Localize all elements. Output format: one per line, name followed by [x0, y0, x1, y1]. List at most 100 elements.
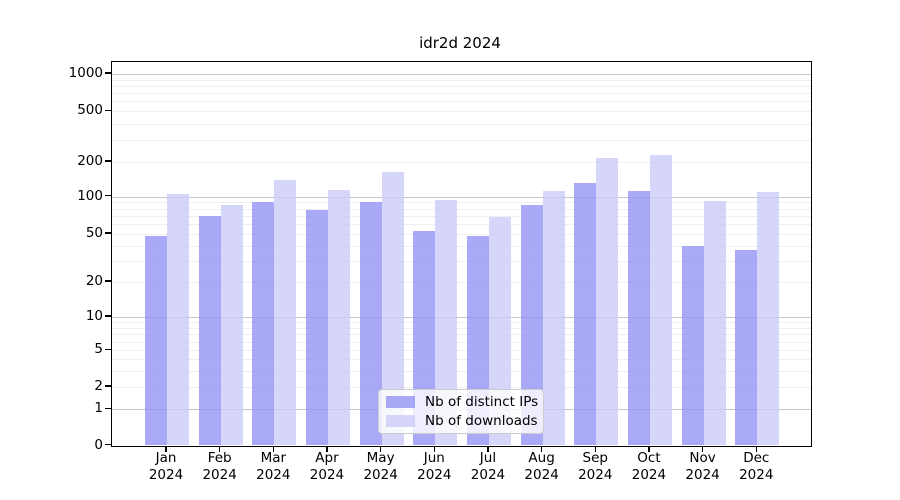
y-tick-label: 20 — [85, 272, 103, 289]
y-tick-mark — [104, 160, 111, 162]
bar-downloads — [274, 179, 297, 446]
x-tick-label: Aug 2024 — [524, 450, 559, 483]
x-tick-mark — [326, 446, 328, 452]
legend-swatch-downloads-icon — [386, 415, 415, 427]
x-tick-label: Oct 2024 — [631, 450, 667, 483]
bar-distinct-ips — [359, 202, 382, 446]
y-tick-mark — [104, 72, 111, 74]
y-tick-mark — [104, 109, 111, 111]
x-tick-mark — [165, 446, 167, 452]
y-tick-mark — [104, 232, 111, 234]
y-tick-label: 2 — [94, 378, 103, 395]
bar-distinct-ips — [735, 249, 758, 446]
x-tick-label: Feb 2024 — [202, 450, 237, 483]
bar-distinct-ips — [305, 209, 328, 446]
x-tick-label: Jun 2024 — [417, 450, 452, 483]
legend-entry-downloads: Nb of downloads — [386, 413, 543, 429]
bar-downloads — [757, 191, 780, 446]
legend-label-downloads: Nb of downloads — [425, 413, 538, 429]
y-tick-label: 10 — [85, 308, 103, 324]
y-tick-label: 1000 — [68, 65, 103, 82]
bar-distinct-ips — [681, 245, 704, 446]
bar-distinct-ips — [574, 183, 597, 446]
minor-gridline — [111, 202, 811, 204]
y-tick-mark — [104, 194, 111, 197]
minor-gridline — [111, 139, 811, 141]
minor-gridline — [111, 370, 811, 372]
minor-gridline — [111, 215, 811, 217]
bar-downloads — [596, 157, 619, 446]
minor-gridline — [111, 387, 811, 389]
minor-gridline — [111, 101, 811, 103]
bar-downloads — [488, 217, 511, 446]
y-tick-mark — [104, 443, 111, 446]
legend-label-distinct-ips: Nb of distinct IPs — [425, 394, 539, 410]
minor-gridline — [111, 233, 811, 235]
y-tick-mark — [104, 348, 111, 350]
bar-downloads — [649, 155, 672, 446]
y-tick-label: 500 — [77, 102, 103, 119]
minor-gridline — [111, 334, 811, 336]
y-tick-mark — [104, 385, 111, 387]
bar-distinct-ips — [252, 202, 275, 446]
legend-swatch-ips-icon — [386, 396, 415, 408]
bar-downloads — [220, 205, 243, 446]
minor-gridline — [111, 123, 811, 125]
minor-gridline — [111, 350, 811, 352]
minor-gridline — [111, 224, 811, 226]
minor-gridline — [111, 86, 811, 88]
minor-gridline — [111, 208, 811, 210]
x-tick-mark — [433, 446, 435, 452]
bar-downloads — [167, 194, 189, 446]
y-tick-label: 5 — [94, 341, 103, 358]
x-tick-label: Nov 2024 — [685, 450, 720, 483]
y-tick-mark — [104, 315, 111, 317]
y-tick-label: 50 — [85, 224, 103, 241]
x-tick-mark — [648, 446, 650, 452]
x-tick-mark — [218, 446, 221, 452]
x-tick-label: Dec 2024 — [739, 450, 774, 483]
bar-downloads — [327, 189, 350, 446]
y-tick-mark — [104, 407, 111, 409]
chart-title: idr2d 2024 — [419, 34, 501, 52]
minor-gridline — [111, 111, 811, 113]
x-tick-label: Jul 2024 — [470, 450, 506, 483]
x-tick-mark — [540, 446, 543, 452]
x-tick-mark — [701, 446, 704, 452]
bar-downloads — [703, 201, 726, 446]
x-tick-mark — [594, 446, 596, 452]
y-tick-label: 1 — [94, 400, 103, 417]
legend: Nb of distinct IPs Nb of downloads — [378, 389, 544, 434]
minor-gridline — [111, 281, 811, 283]
minor-gridline — [111, 359, 811, 361]
bar-downloads — [435, 200, 458, 446]
minor-gridline — [111, 341, 811, 343]
x-tick-label: May 2024 — [363, 450, 398, 483]
bar-downloads — [381, 171, 404, 446]
bar-distinct-ips — [145, 236, 167, 446]
major-gridline — [111, 74, 811, 76]
x-tick-mark — [755, 446, 757, 452]
y-tick-mark — [104, 280, 111, 282]
minor-gridline — [111, 327, 811, 329]
y-tick-label: 200 — [77, 152, 103, 169]
bar-distinct-ips — [627, 190, 650, 446]
bar-downloads — [542, 190, 565, 446]
minor-gridline — [111, 322, 811, 324]
minor-gridline — [111, 260, 811, 262]
major-gridline — [111, 317, 811, 318]
minor-gridline — [111, 161, 811, 163]
x-tick-label: Apr 2024 — [309, 450, 345, 483]
y-tick-label: 100 — [77, 187, 103, 204]
x-tick-mark — [487, 446, 489, 452]
bar-distinct-ips — [198, 215, 221, 446]
x-tick-mark — [272, 446, 274, 452]
minor-gridline — [111, 79, 811, 81]
minor-gridline — [111, 245, 811, 247]
y-tick-label: 0 — [94, 436, 103, 453]
x-tick-label: Jan 2024 — [148, 450, 184, 483]
major-gridline — [111, 196, 811, 198]
legend-entry-distinct-ips: Nb of distinct IPs — [386, 394, 543, 410]
x-tick-mark — [379, 446, 382, 452]
